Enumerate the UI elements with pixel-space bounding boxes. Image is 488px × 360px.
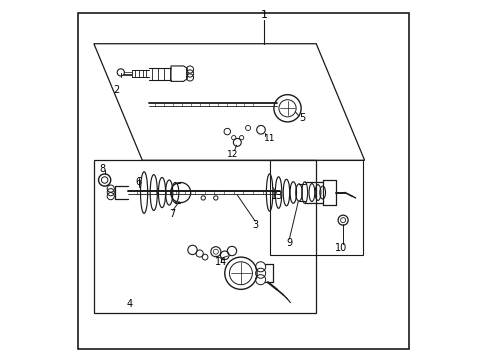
Text: 2: 2 (113, 85, 120, 95)
Text: 4: 4 (126, 299, 133, 309)
Text: 12: 12 (226, 150, 238, 159)
Text: 7: 7 (169, 209, 176, 219)
Text: 9: 9 (285, 238, 292, 248)
Text: 14: 14 (215, 257, 227, 267)
Text: 5: 5 (298, 113, 305, 123)
Text: 1: 1 (260, 10, 267, 20)
Text: 10: 10 (334, 243, 347, 253)
Text: 3: 3 (252, 220, 258, 230)
Text: 6: 6 (135, 177, 142, 187)
Text: 13: 13 (270, 191, 283, 201)
Text: 8: 8 (100, 164, 106, 174)
Text: 11: 11 (264, 134, 275, 143)
